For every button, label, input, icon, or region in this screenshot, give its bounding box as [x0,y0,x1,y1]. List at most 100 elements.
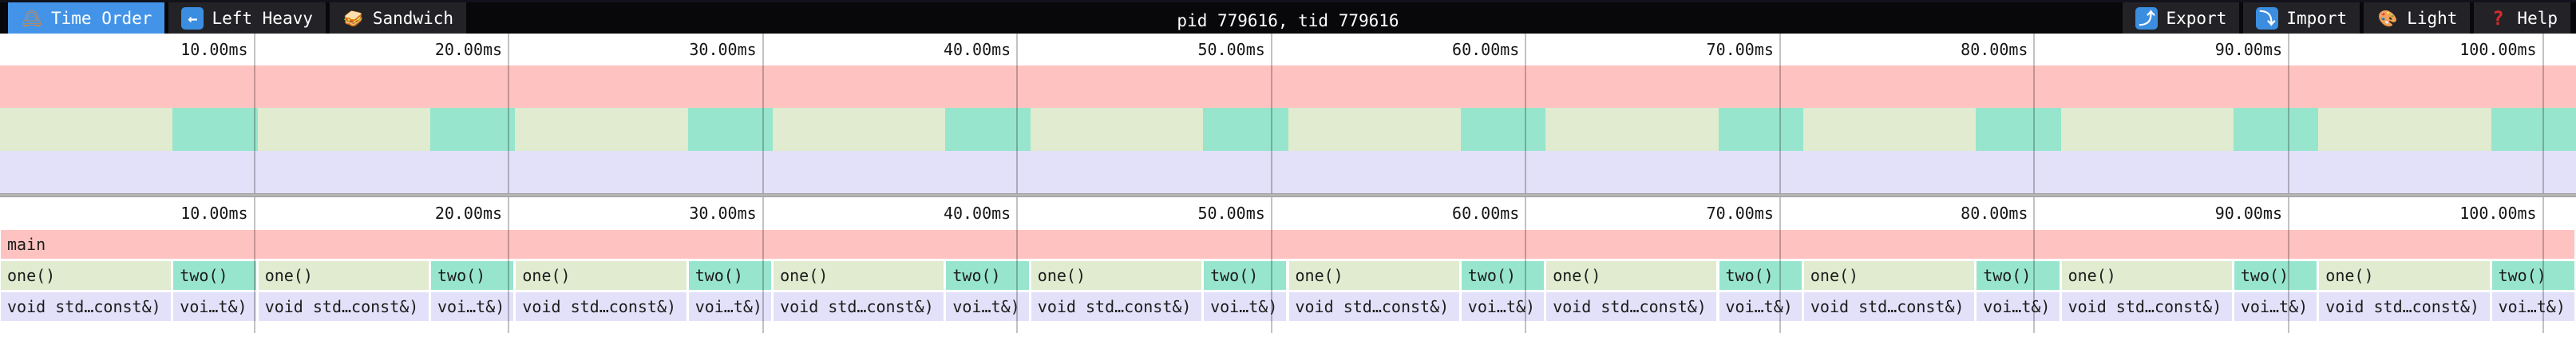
splitter-handle[interactable] [0,193,2576,197]
frame-cell[interactable]: void std…const&) [1803,292,1975,321]
frame-cell[interactable]: one() [1288,261,1459,290]
axis-tick-label: 30.00ms [555,197,758,228]
axis-tick-label: 90.00ms [2081,197,2285,228]
question-mark-icon: ? [2492,6,2504,30]
frame-cell[interactable]: two() [173,261,256,290]
tab-time-order[interactable]: 🕰 Time Order [8,2,165,34]
frame-cell[interactable]: one() [2319,261,2490,290]
minimap-frame [1460,108,1546,152]
frame-cell[interactable]: void std…const&) [1288,292,1459,321]
flamechart-time-axis: 10.00ms 20.00ms 30.00ms 40.00ms 50.00ms 60.00… [0,197,2576,228]
flamechart-row-depth-0: main [0,230,2576,259]
action-theme-label: Light [2407,8,2458,28]
frame-cell[interactable]: one() [1803,261,1975,290]
axis-tick-label: 50.00ms [1063,197,1267,228]
frame-cell[interactable]: voi…t&) [688,292,772,321]
minimap-row-depth-0[interactable] [0,65,2576,109]
axis-tick-label: 100.00ms [2335,197,2538,228]
frame-cell[interactable]: void std…const&) [774,292,944,321]
frame-cell[interactable]: two() [2491,261,2574,290]
minimap-frame [515,150,689,194]
minimap-frame [1718,108,1804,152]
frame-cell[interactable]: two() [688,261,772,290]
frame-cell[interactable]: void std…const&) [2319,292,2490,321]
frame-cell[interactable]: two() [946,261,1029,290]
frame-cell[interactable]: void std…const&) [1031,292,1202,321]
frame-cell[interactable]: voi…t&) [2234,292,2317,321]
minimap-frame [773,150,946,194]
axis-tick-label: 20.00ms [301,34,505,65]
minimap-row-depth-2[interactable] [0,150,2576,194]
axis-tick-label: 80.00ms [1826,197,2030,228]
tab-sandwich[interactable]: 🥪 Sandwich [329,2,467,34]
export-arrow-icon: ⤴ [2135,6,2159,30]
action-help[interactable]: ? Help [2474,2,2570,34]
tab-left-heavy[interactable]: ← Left Heavy [168,2,326,34]
frame-cell[interactable]: voi…t&) [1977,292,2060,321]
frame-cell[interactable]: one() [1,261,172,290]
minimap-frame [1802,108,1977,152]
frame-cell[interactable]: void std…const&) [258,292,429,321]
frame-cell[interactable]: one() [258,261,429,290]
axis-tick-label: 30.00ms [555,34,758,65]
frame-cell[interactable]: voi…t&) [1719,292,1802,321]
minimap-frame [1203,150,1288,194]
minimap-frame [945,108,1031,152]
minimap-frame [2318,108,2492,152]
frame-cell[interactable]: void std…const&) [1546,292,1717,321]
frame-cell[interactable]: voi…t&) [2491,292,2574,321]
axis-tick-label: 60.00ms [1318,197,1521,228]
minimap-frame [1030,108,1204,152]
minimap-frame [1460,150,1546,194]
flamechart-row-depth-1: one() two() one() two() one() two() one() two()… [0,261,2576,290]
axis-tick-label: 50.00ms [1063,34,1267,65]
minimap-frame [687,108,774,152]
axis-tick-label: 10.00ms [46,197,250,228]
minimap-frame [1545,150,1719,194]
toolbar: 🕰 Time Order ← Left Heavy 🥪 Sandwich pid 7796… [0,0,2576,34]
frame-cell[interactable]: two() [1204,261,1287,290]
frame-cell[interactable]: one() [1031,261,1202,290]
frame-cell[interactable]: one() [516,261,687,290]
tab-left-heavy-label: Left Heavy [212,8,313,28]
action-theme[interactable]: 🎨 Light [2364,2,2471,34]
frame-cell[interactable]: void std…const&) [2061,292,2232,321]
frame-cell[interactable]: two() [431,261,514,290]
axis-tick-label: 60.00ms [1318,34,1521,65]
frame-cell[interactable]: one() [1546,261,1717,290]
frame-cell[interactable]: voi…t&) [946,292,1029,321]
frame-cell[interactable]: two() [2234,261,2317,290]
minimap-frame [1976,108,2062,152]
tab-time-order-label: Time Order [51,8,152,28]
minimap-row-depth-1[interactable] [0,108,2576,152]
frame-cell[interactable]: two() [1719,261,1802,290]
frame-cell[interactable]: one() [2061,261,2232,290]
action-import[interactable]: ⤵ Import [2243,2,2360,34]
frame-cell[interactable]: voi…t&) [431,292,514,321]
frame-cell[interactable]: two() [1461,261,1545,290]
frame-cell[interactable]: void std…const&) [516,292,687,321]
minimap-frame [773,108,946,152]
minimap-frame [2491,150,2576,194]
frame-cell[interactable]: voi…t&) [1204,292,1287,321]
action-export[interactable]: ⤴ Export [2123,2,2240,34]
frame-cell[interactable]: voi…t&) [173,292,256,321]
minimap-frame [1288,150,1462,194]
frame-cell[interactable]: one() [774,261,944,290]
minimap-frame [172,108,259,152]
minimap-frame [0,150,173,194]
minimap-frame [515,108,689,152]
frame-cell[interactable]: void std…const&) [1,292,172,321]
axis-tick-label: 90.00ms [2081,34,2285,65]
minimap-frame [1718,150,1804,194]
view-tabs: 🕰 Time Order ← Left Heavy 🥪 Sandwich [0,2,470,34]
minimap-frame [2491,108,2576,152]
minimap-frame [257,108,431,152]
minimap[interactable] [0,65,2576,194]
frame-cell[interactable]: two() [1977,261,2060,290]
frame-cell[interactable]: main [1,230,2574,259]
action-import-label: Import [2286,8,2348,28]
frame-cell[interactable]: voi…t&) [1461,292,1545,321]
action-export-label: Export [2166,8,2227,28]
